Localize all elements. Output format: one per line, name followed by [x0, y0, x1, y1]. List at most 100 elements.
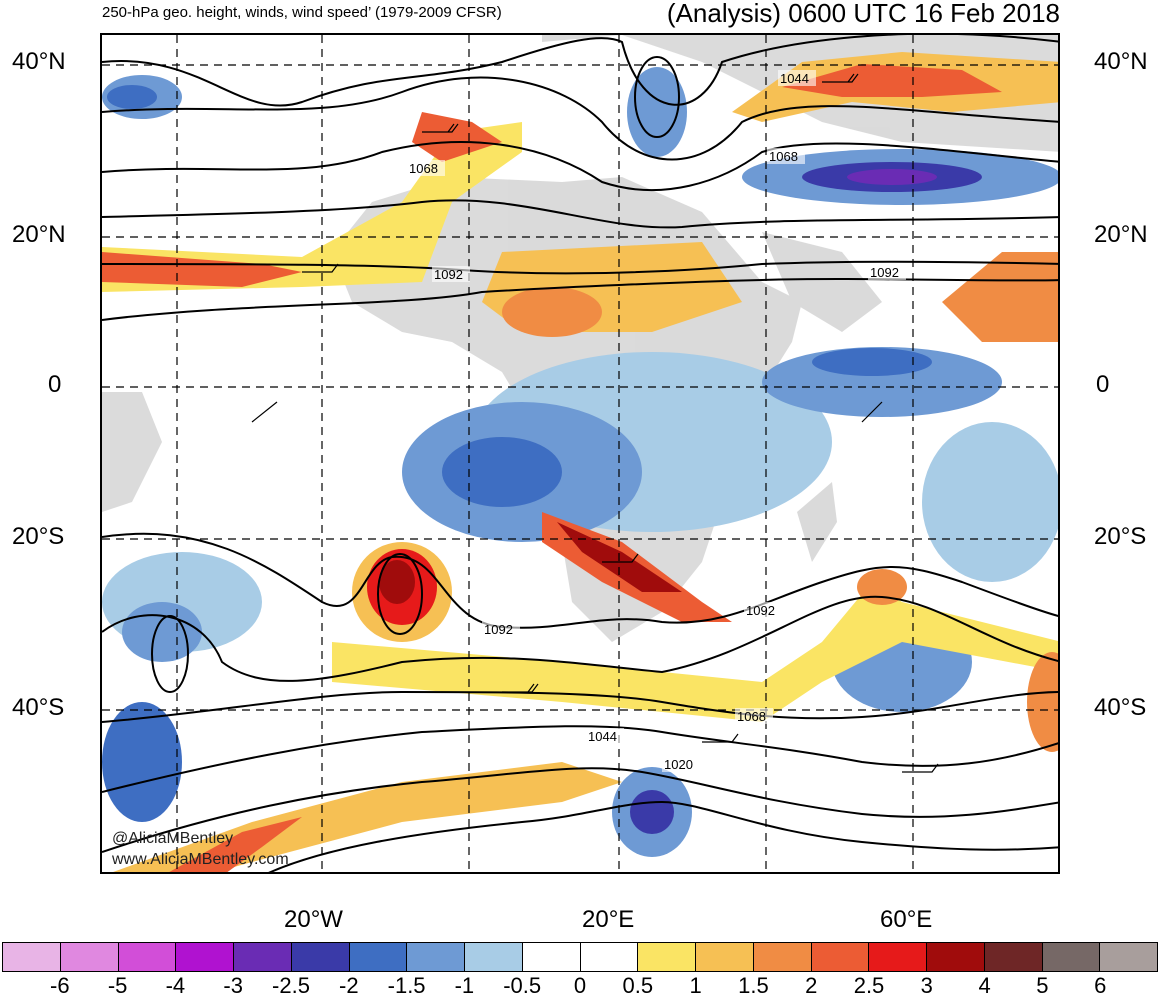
- jet-band: [332, 582, 1058, 722]
- positive-anomaly-shading: [102, 52, 1058, 872]
- south-america-land: [102, 392, 162, 512]
- colorbar-tick-label: 0.5: [622, 973, 654, 998]
- lat-label-40s-left: 40°S: [12, 694, 65, 721]
- colorbar-swatch: [580, 943, 639, 971]
- lat-label-40n-left: 40°N: [12, 48, 66, 75]
- colorbar-tick-label: 2.5: [853, 973, 885, 998]
- colorbar-tick-label: 3: [920, 973, 933, 998]
- colorbar-swatch: [1100, 943, 1157, 971]
- height-contour: [102, 76, 1058, 161]
- height-contour: [102, 725, 1058, 793]
- jet-core: [379, 560, 415, 604]
- contour-label: 1068: [769, 149, 798, 164]
- colorbar-tick-label: 2: [805, 973, 818, 998]
- colorbar-swatch: [811, 943, 870, 971]
- height-contour: [102, 690, 1058, 723]
- jet-band: [942, 252, 1058, 342]
- colorbar-swatch: [522, 943, 581, 971]
- colorbar-swatch: [3, 943, 61, 971]
- colorbar-swatch: [291, 943, 350, 971]
- negative-anomaly-shading: [102, 67, 1058, 857]
- colorbar-tick-label: 0: [573, 973, 587, 998]
- colorbar-swatch: [60, 943, 119, 971]
- lat-label-20n-right: 20°N: [1094, 221, 1148, 248]
- blue-area: [102, 702, 182, 822]
- colorbar-tick-label: 1: [689, 973, 702, 998]
- wind-barb: [251, 401, 278, 423]
- lat-label-40s-right: 40°S: [1094, 694, 1147, 721]
- lat-label-eq-left: 0: [48, 371, 62, 398]
- height-contour: [377, 553, 423, 635]
- height-contour: [102, 141, 1058, 192]
- colorbar-swatch: [753, 943, 812, 971]
- height-contour: [102, 767, 1058, 853]
- lon-label-60e: 60°E: [880, 906, 933, 933]
- wind-barb: [502, 683, 539, 693]
- blue-area: [922, 422, 1058, 582]
- lon-label-20w: 20°W: [284, 906, 343, 933]
- colorbar-tick-label: -2.5: [272, 973, 310, 998]
- colorbar-tick-label: -0.5: [503, 973, 542, 998]
- contour-labels: 1044 1068 1068 1092 1092 1092 1092 1068 …: [407, 70, 906, 772]
- contour-label: 1092: [434, 267, 463, 282]
- contour-label: 1020: [664, 757, 693, 772]
- colorbar-swatch: [234, 943, 292, 971]
- colorbar-swatch: [465, 943, 523, 971]
- jet-band: [102, 122, 522, 292]
- colorbar-tick-label: -5: [107, 973, 128, 998]
- colorbar-tick-label: 1.5: [738, 973, 769, 998]
- blue-area: [627, 67, 687, 157]
- colorbar-labels: -6 -5 -4 -3 -2.5 -2 -1.5 -1 -0.5 0 0.5 1 1.5 2 2.5 3 4 5 6: [2, 973, 1158, 999]
- colorbar-tick-label: 5: [1036, 973, 1049, 998]
- analysis-time: (Analysis) 0600 UTC 16 Feb 2018: [666, 0, 1060, 28]
- jet-band: [782, 64, 1002, 97]
- colorbar-swatch: [696, 943, 754, 971]
- wind-barb: [861, 401, 883, 423]
- chart-subtitle: 250-hPa geo. height, winds, wind speed’ …: [102, 4, 502, 21]
- colorbar-swatch: [349, 943, 408, 971]
- colorbar-swatch: [407, 943, 465, 971]
- blue-area: [122, 602, 202, 662]
- credit-url: www.AliciaMBentley.com: [112, 851, 289, 868]
- colorbar-tick-label: -1: [454, 973, 475, 998]
- blue-area: [847, 169, 937, 185]
- blue-area: [630, 790, 674, 834]
- jet-core: [502, 287, 602, 337]
- wind-barb: [702, 733, 739, 743]
- colorbar-tick-label: -4: [165, 973, 186, 998]
- lat-label-20s-right: 20°S: [1094, 523, 1147, 550]
- colorbar-tick-label: -3: [223, 973, 243, 998]
- colorbar-swatch: [1042, 943, 1101, 971]
- colorbar-swatch: [176, 943, 234, 971]
- map-canvas: 1044 1068 1068 1092 1092 1092 1092 1068 …: [102, 35, 1058, 872]
- colorbar-swatch: [869, 943, 927, 971]
- wind-barb: [902, 763, 939, 773]
- lat-label-eq-right: 0: [1096, 371, 1110, 398]
- wind-barb: [422, 123, 459, 133]
- jet-band: [412, 112, 502, 162]
- wind-barb: [602, 553, 639, 563]
- arabia-land: [762, 232, 882, 332]
- height-contour: [102, 595, 1058, 682]
- contour-label: 1068: [737, 709, 766, 724]
- lon-label-20e: 20°E: [582, 906, 635, 933]
- contour-label: 1092: [746, 603, 775, 618]
- height-contour: [102, 35, 1058, 107]
- height-contour: [102, 199, 1058, 229]
- height-contours: [102, 35, 1058, 872]
- contour-label: 1068: [409, 161, 438, 176]
- colorbar: [2, 942, 1158, 972]
- contour-label: 1044: [588, 729, 617, 744]
- lat-label-20s-left: 20°S: [12, 523, 65, 550]
- jet-core: [1027, 652, 1058, 752]
- height-contour: [102, 278, 1058, 321]
- colorbar-swatch: [927, 943, 985, 971]
- colorbar-tick-label: -2: [339, 973, 359, 998]
- map-panel: 1044 1068 1068 1092 1092 1092 1092 1068 …: [100, 33, 1060, 874]
- lat-label-40n-right: 40°N: [1094, 48, 1148, 75]
- wind-barbs: [251, 73, 939, 773]
- contour-label: 1092: [484, 622, 513, 637]
- wind-barb: [302, 263, 339, 273]
- jet-band: [169, 817, 302, 872]
- colorbar-swatch: [118, 943, 177, 971]
